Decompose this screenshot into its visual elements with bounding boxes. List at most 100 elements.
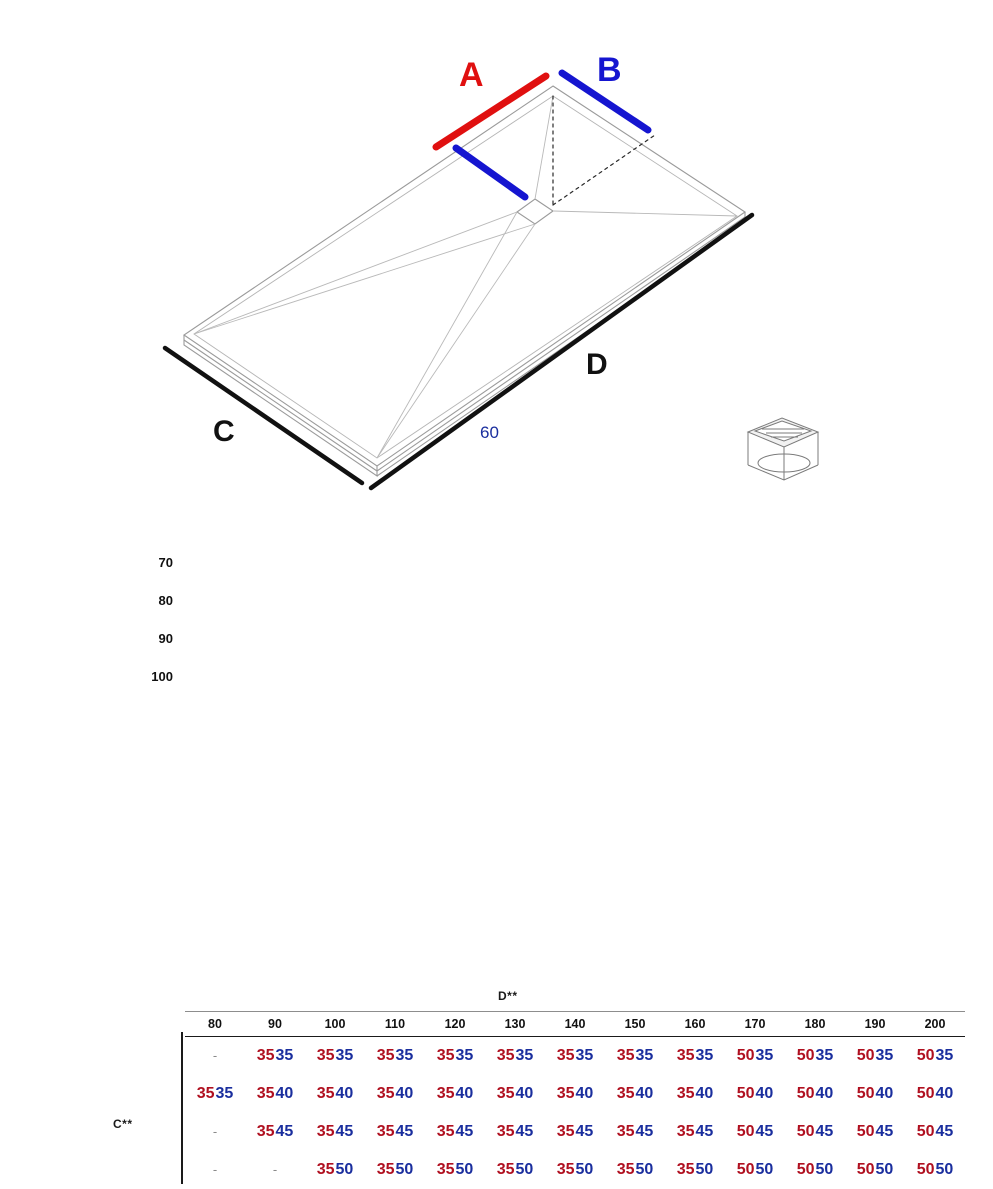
drain-grate-detail-icon [748,418,818,480]
value-a: 35 [317,1161,335,1178]
cell-c70-d90: 3535 [245,1037,305,1076]
row-header-80: 80 [131,593,173,608]
value-b: 50 [396,1161,414,1178]
cell-c80-d190: 5040 [845,1075,905,1113]
value-b: 35 [456,1047,474,1064]
cell-c80-d180: 5040 [785,1075,845,1113]
value-a: 35 [617,1085,635,1102]
cell-c70-d190: 5035 [845,1037,905,1076]
column-header-130: 130 [485,1012,545,1037]
value-a: 50 [857,1085,875,1102]
cell-c90-d100: 3545 [305,1113,365,1151]
value-a: 50 [857,1123,875,1140]
value-b: 45 [576,1123,594,1140]
label-c: C [213,417,235,447]
value-b: 45 [876,1123,894,1140]
value-a: 50 [917,1085,935,1102]
value-a: 50 [737,1085,755,1102]
value-a: 35 [557,1123,575,1140]
cell-empty-dash: - [273,1162,277,1177]
cell-empty-dash: - [213,1048,217,1063]
cell-c70-d200: 5035 [905,1037,965,1076]
cell-c100-d140: 3550 [545,1151,605,1189]
value-b: 50 [936,1161,954,1178]
value-b: 45 [396,1123,414,1140]
value-a: 35 [497,1047,515,1064]
value-a: 35 [557,1085,575,1102]
value-a: 50 [857,1047,875,1064]
value-a: 35 [617,1161,635,1178]
value-b: 35 [216,1085,234,1102]
column-header-140: 140 [545,1012,605,1037]
value-b: 50 [696,1161,714,1178]
cell-c90-d130: 3545 [485,1113,545,1151]
value-b: 35 [576,1047,594,1064]
value-b: 40 [636,1085,654,1102]
value-a: 35 [497,1085,515,1102]
value-b: 40 [936,1085,954,1102]
value-b: 40 [336,1085,354,1102]
cell-c70-d160: 3535 [665,1037,725,1076]
column-header-170: 170 [725,1012,785,1037]
column-header-110: 110 [365,1012,425,1037]
column-header-160: 160 [665,1012,725,1037]
value-a: 35 [257,1123,275,1140]
value-a: 35 [497,1123,515,1140]
value-a: 35 [257,1047,275,1064]
column-header-180: 180 [785,1012,845,1037]
value-b: 40 [456,1085,474,1102]
cell-c100-d190: 5050 [845,1151,905,1189]
cell-c100-d90: - [245,1151,305,1189]
cell-c80-d80: 3535 [185,1075,245,1113]
cell-c90-d170: 5045 [725,1113,785,1151]
value-b: 45 [636,1123,654,1140]
value-a: 35 [377,1047,395,1064]
value-a: 35 [677,1123,695,1140]
column-header-190: 190 [845,1012,905,1037]
value-b: 50 [756,1161,774,1178]
cell-c90-d80: - [185,1113,245,1151]
cell-c100-d150: 3550 [605,1151,665,1189]
value-a: 50 [917,1161,935,1178]
row-label-divider [181,1032,183,1184]
value-a: 35 [197,1085,215,1102]
value-a: 50 [737,1047,755,1064]
value-b: 50 [816,1161,834,1178]
value-b: 45 [936,1123,954,1140]
value-a: 35 [437,1161,455,1178]
value-a: 35 [257,1085,275,1102]
cell-c100-d200: 5050 [905,1151,965,1189]
value-a: 35 [317,1123,335,1140]
value-b: 45 [756,1123,774,1140]
value-b: 40 [756,1085,774,1102]
cell-c100-d130: 3550 [485,1151,545,1189]
value-a: 50 [917,1047,935,1064]
column-header-200: 200 [905,1012,965,1037]
value-b: 50 [576,1161,594,1178]
cell-c70-d100: 3535 [305,1037,365,1076]
tray-top-face [184,86,745,466]
value-a: 50 [737,1161,755,1178]
cell-c90-d120: 3545 [425,1113,485,1151]
value-b: 40 [396,1085,414,1102]
label-depth-60: 60 [480,424,499,441]
cell-empty-dash: - [213,1124,217,1139]
cell-c90-d200: 5045 [905,1113,965,1151]
value-b: 50 [456,1161,474,1178]
value-a: 35 [677,1085,695,1102]
value-b: 45 [456,1123,474,1140]
cell-c90-d180: 5045 [785,1113,845,1151]
value-a: 35 [377,1085,395,1102]
value-a: 35 [437,1123,455,1140]
column-header-80: 80 [185,1012,245,1037]
column-header-150: 150 [605,1012,665,1037]
value-a: 50 [917,1123,935,1140]
label-a: A [459,58,484,92]
cell-c100-d100: 3550 [305,1151,365,1189]
cell-c80-d170: 5040 [725,1075,785,1113]
value-b: 35 [756,1047,774,1064]
